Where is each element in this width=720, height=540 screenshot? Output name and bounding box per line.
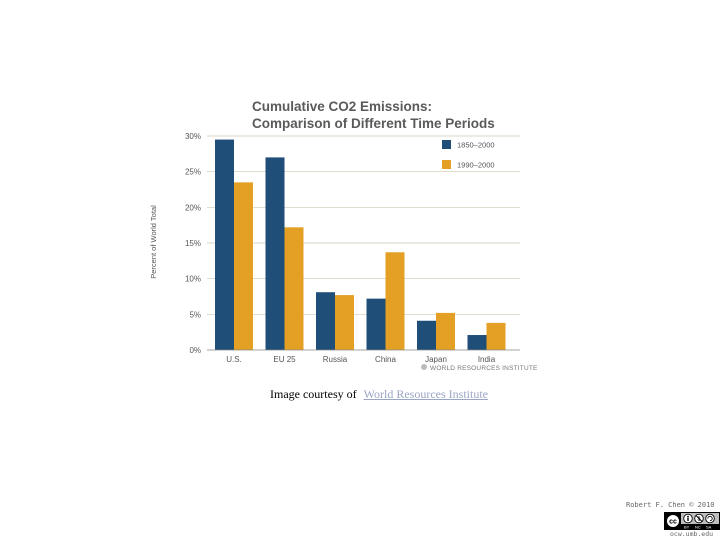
bar-series-1: [265, 157, 285, 350]
legend-label: 1990–2000: [457, 161, 495, 170]
bar-series-2: [234, 182, 253, 350]
bar-series-1: [417, 320, 436, 350]
credit-prefix: Image courtesy of: [270, 387, 357, 401]
x-tick-label: U.S.: [226, 355, 242, 364]
svg-text:cc: cc: [669, 519, 677, 526]
bar-series-2: [335, 295, 354, 350]
co2-bar-chart: Cumulative CO2 Emissions: Comparison of …: [149, 99, 538, 372]
bar-series-1: [467, 335, 487, 350]
wri-source-mark: WORLD RESOURCES INSTITUTE: [421, 364, 538, 372]
y-tick-label: 0%: [189, 346, 201, 355]
credit-link[interactable]: World Resources Institute: [363, 387, 488, 401]
y-axis-ticks: 0% 5% 10% 15% 20% 25% 30%: [185, 132, 201, 355]
bar-series-1: [215, 139, 234, 350]
chart-title-line-1: Cumulative CO2 Emissions:: [252, 99, 432, 114]
creative-commons-badge-icon: cc $ BY NC SA: [664, 512, 720, 530]
x-tick-label: Russia: [323, 355, 348, 364]
bar-series-2: [436, 312, 455, 350]
svg-text:NC: NC: [695, 524, 701, 529]
y-tick-label: 30%: [185, 132, 201, 141]
bar-series-1: [316, 292, 335, 350]
author-credit: Robert F. Chen © 2010: [626, 501, 715, 509]
wri-source-text: WORLD RESOURCES INSTITUTE: [430, 365, 538, 372]
y-tick-label: 10%: [185, 275, 201, 284]
y-tick-label: 5%: [189, 310, 201, 319]
legend-label: 1850–2000: [457, 141, 495, 150]
bar-series-2: [284, 227, 304, 350]
legend-swatch: [442, 140, 451, 149]
bar-series-2: [486, 322, 506, 350]
x-tick-label: China: [375, 355, 396, 364]
svg-text:BY: BY: [684, 524, 690, 529]
legend-swatch: [442, 160, 451, 169]
gridlines: [207, 135, 520, 315]
chart-title-line-2: Comparison of Different Time Periods: [252, 116, 495, 131]
x-axis-ticks: U.S. EU 25 Russia China Japan India: [226, 355, 496, 364]
x-tick-label: EU 25: [273, 355, 296, 364]
svg-text:$: $: [697, 517, 700, 523]
x-tick-label: Japan: [425, 355, 447, 364]
svg-text:SA: SA: [706, 524, 712, 529]
bar-series-1: [366, 298, 386, 350]
legend: 1850–2000 1990–2000: [442, 140, 495, 170]
y-tick-label: 25%: [185, 168, 201, 177]
y-axis-label: Percent of World Total: [149, 205, 158, 279]
y-tick-label: 20%: [185, 203, 201, 212]
footer-url: ocw.umb.edu: [670, 530, 714, 538]
bar-series-2: [385, 252, 405, 350]
image-credit: Image courtesy of World Resources Instit…: [270, 387, 488, 402]
bars: [215, 139, 506, 350]
wri-logo-icon: [421, 364, 427, 370]
x-tick-label: India: [478, 355, 496, 364]
y-tick-label: 15%: [185, 239, 201, 248]
